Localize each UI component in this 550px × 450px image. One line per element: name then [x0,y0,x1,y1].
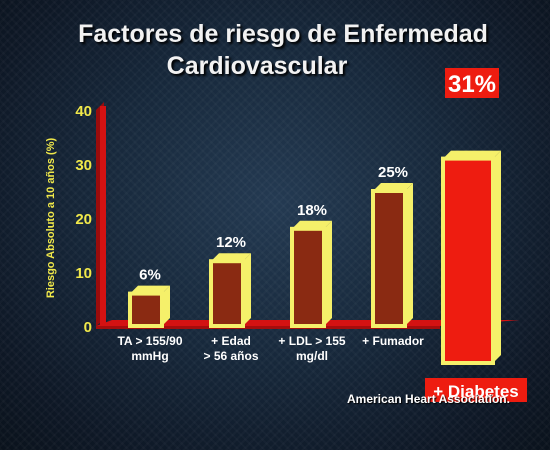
bar [209,259,245,329]
y-tick-label: 40 [75,103,92,120]
category-badge [425,378,527,402]
source-credit: American Heart Association. [347,392,510,406]
value-label: 31% [448,71,496,98]
value-label: 6% [139,267,161,284]
category-label: + Fumador [362,334,424,348]
value-badge [445,68,499,98]
bar [128,291,164,329]
bar [371,189,407,328]
category-label: mg/dl [296,349,328,363]
chart-floor-edge [96,326,440,329]
value-label: 12% [216,234,246,251]
y-tick-label: 30 [75,157,92,174]
category-label: + LDL > 155 [278,334,345,348]
chart-title-line1: Factores de riesgo de Enfermedad [78,20,488,48]
bar [290,226,326,328]
y-axis-wall [100,106,106,326]
category-label: + Edad [211,334,251,348]
category-label: + Diabetes [433,382,519,401]
value-label: 25% [378,164,408,181]
value-label: 18% [297,202,327,219]
category-label: mmHg [131,349,168,363]
y-tick-label: 20 [75,211,92,228]
y-axis-label: Riesgo Absoluto a 10 años (%) [45,137,57,298]
category-label: TA > 155/90 [117,334,182,348]
chart-title-line2: Cardiovascular [166,52,348,80]
y-tick-label: 10 [75,265,92,282]
category-label: > 56 años [203,349,258,363]
y-tick-label: 0 [84,319,92,336]
bar-top [130,285,170,294]
bar [441,156,495,365]
